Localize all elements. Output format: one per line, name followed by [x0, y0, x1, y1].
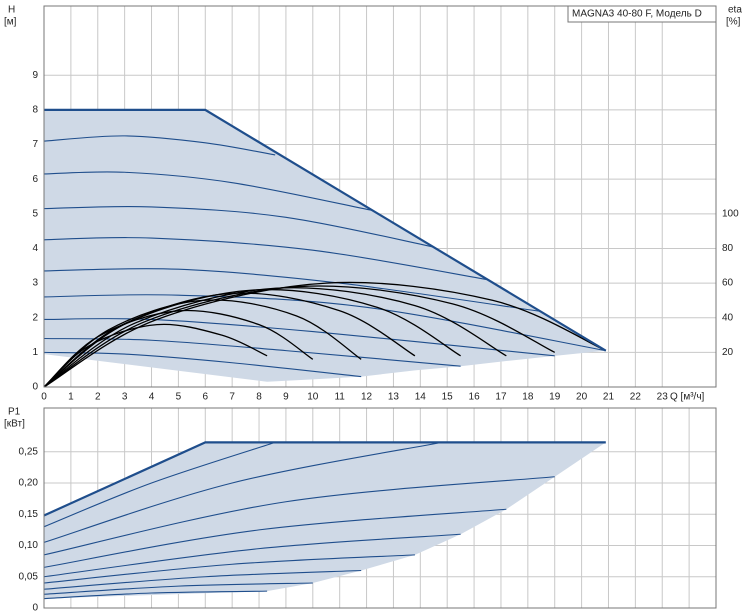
performance-curve: [43, 476, 555, 556]
y-tick-label: 6: [32, 174, 38, 185]
x-tick-label: 4: [149, 392, 155, 403]
x-tick-label: 22: [630, 392, 642, 403]
performance-curve: [43, 569, 362, 590]
y-tick-label: 0: [32, 603, 38, 614]
y-tick-label: 0,15: [19, 509, 39, 520]
performance-curve: [43, 590, 268, 600]
y-tick-label: 3: [32, 278, 38, 289]
performance-curve: [43, 237, 488, 281]
plot-frame: [43, 5, 717, 388]
y-tick-label: 8: [32, 105, 38, 116]
y2-tick-label: 80: [722, 243, 734, 254]
y-axis-label: H: [8, 5, 15, 16]
performance-curve: [43, 135, 276, 156]
performance-curve: [43, 268, 542, 313]
y-tick-label: 0,05: [19, 571, 39, 582]
y2-axis-unit: [%]: [726, 17, 741, 28]
performance-curve: [43, 508, 507, 568]
y-tick-label: 0,10: [19, 540, 39, 551]
performance-curve: [43, 441, 442, 543]
x-tick-label: 20: [576, 392, 588, 403]
x-tick-label: 6: [202, 392, 208, 403]
x-tick-label: 16: [469, 392, 481, 403]
x-tick-label: 7: [229, 392, 235, 403]
x-tick-label: 13: [388, 392, 400, 403]
x-tick-label: 5: [176, 392, 182, 403]
y2-axis-label: eta: [728, 5, 742, 16]
x-tick-label: 14: [415, 392, 427, 403]
performance-curve: [43, 582, 313, 595]
y2-tick-label: 40: [722, 312, 734, 323]
y-tick-label: 1: [32, 347, 38, 358]
x-tick-label: 21: [603, 392, 615, 403]
y-axis-label: P1: [8, 407, 21, 418]
title-box: [567, 5, 717, 23]
x-tick-label: 1: [68, 392, 74, 403]
y-tick-label: 4: [32, 243, 38, 254]
y2-tick-label: 60: [722, 278, 734, 289]
chart-title: MAGNA3 40-80 F, Модель D: [572, 9, 702, 20]
x-tick-label: 10: [307, 392, 319, 403]
x-tick-label: 3: [122, 392, 128, 403]
y-tick-label: 2: [32, 312, 38, 323]
performance-curve: [43, 318, 555, 357]
performance-curve: [43, 337, 461, 367]
x-tick-label: 17: [495, 392, 507, 403]
y-axis-unit: [кВт]: [4, 419, 25, 430]
x-tick-label: 23: [657, 392, 669, 403]
x-tick-label: 2: [95, 392, 101, 403]
efficiency-curve: [43, 285, 555, 388]
efficiency-curve: [43, 281, 607, 388]
x-tick-label: 19: [549, 392, 561, 403]
x-tick-label: 8: [256, 392, 262, 403]
y2-tick-label: 100: [722, 208, 739, 219]
efficiency-curve: [43, 292, 416, 388]
max-curve: [44, 108, 607, 352]
y-tick-label: 9: [32, 70, 38, 81]
y-tick-label: 7: [32, 139, 38, 150]
efficiency-curve: [43, 309, 314, 388]
y2-tick-label: 20: [722, 347, 734, 358]
max-curve: [43, 441, 606, 517]
x-tick-label: 9: [283, 392, 289, 403]
performance-curve: [43, 171, 373, 211]
x-tick-label: 12: [361, 392, 373, 403]
x-tick-label: 15: [442, 392, 454, 403]
operating-region: [44, 109, 606, 382]
x-tick-label: 18: [522, 392, 534, 403]
y-tick-label: 0,20: [19, 478, 39, 489]
x-axis-label: Q [м³/ч]: [670, 392, 705, 403]
x-tick-label: 0: [41, 392, 47, 403]
performance-curve: [43, 441, 276, 528]
plot-frame: [43, 407, 717, 609]
performance-curve: [43, 294, 606, 352]
operating-region: [44, 442, 606, 599]
x-tick-label: 11: [334, 392, 345, 403]
performance-curve: [43, 205, 434, 248]
performance-curve: [43, 533, 461, 578]
y-tick-label: 0,25: [19, 446, 39, 457]
y-tick-label: 0: [32, 382, 38, 393]
y-axis-unit: [м]: [4, 17, 17, 28]
performance-curve: [43, 554, 415, 584]
y-tick-label: 5: [32, 208, 38, 219]
